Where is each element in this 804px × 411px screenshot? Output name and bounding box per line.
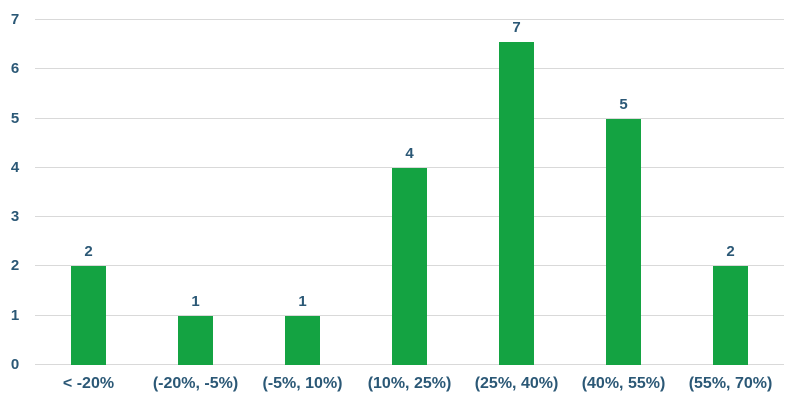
y-tick-label: 0 — [10, 356, 20, 373]
gridline — [35, 117, 784, 119]
bar — [606, 118, 641, 365]
y-tick-label: 6 — [10, 60, 20, 78]
y-tick-label: 2 — [10, 257, 20, 275]
y-tick-label: 4 — [10, 158, 20, 176]
bar-column: 1 — [249, 20, 356, 365]
bar-column: 1 — [142, 20, 249, 365]
gridline — [35, 166, 784, 168]
bar-column: 2 — [677, 20, 784, 365]
x-tick-label: < -20% — [62, 375, 115, 392]
bar-column: 2 — [35, 20, 142, 365]
bar-value-label: 1 — [191, 292, 200, 310]
gridline — [35, 19, 784, 20]
y-tick-label: 3 — [10, 208, 20, 226]
bar — [285, 315, 320, 365]
bar — [499, 42, 534, 365]
bar-value-label: 2 — [726, 243, 735, 261]
x-tick-label: (-5%, 10%) — [262, 375, 343, 392]
bar-value-label: 2 — [84, 243, 93, 261]
x-tick-label: (55%, 70%) — [688, 375, 773, 392]
x-axis: < -20% (-20%, -5%) (-5%, 10%) (10%, 25%) (25… — [35, 374, 784, 394]
x-tick-label: (-20%, -5%) — [152, 375, 239, 392]
bar-column: 7 — [463, 20, 570, 365]
bar-series: 2 1 1 4 7 5 2 — [35, 20, 784, 365]
bar-value-label: 7 — [512, 19, 521, 36]
y-tick-label: 7 — [10, 11, 20, 28]
gridline — [35, 68, 784, 70]
x-tick-label: (10%, 25%) — [367, 375, 452, 392]
bar — [178, 315, 213, 365]
x-tick-label: (25%, 40%) — [474, 375, 559, 392]
bar — [392, 167, 427, 365]
y-axis: 0 1 2 3 4 5 6 7 — [0, 0, 30, 411]
bar — [71, 266, 106, 365]
bar-column: 5 — [570, 20, 677, 365]
x-tick-label: (40%, 55%) — [581, 375, 666, 392]
y-tick-label: 5 — [10, 109, 20, 127]
bar — [713, 266, 748, 365]
plot-area: 2 1 1 4 7 5 2 — [35, 19, 784, 365]
bar-value-label: 5 — [619, 95, 628, 113]
bar-value-label: 4 — [405, 144, 414, 162]
bar-column: 4 — [356, 20, 463, 365]
bar-value-label: 1 — [298, 292, 307, 310]
y-tick-label: 1 — [10, 306, 20, 324]
